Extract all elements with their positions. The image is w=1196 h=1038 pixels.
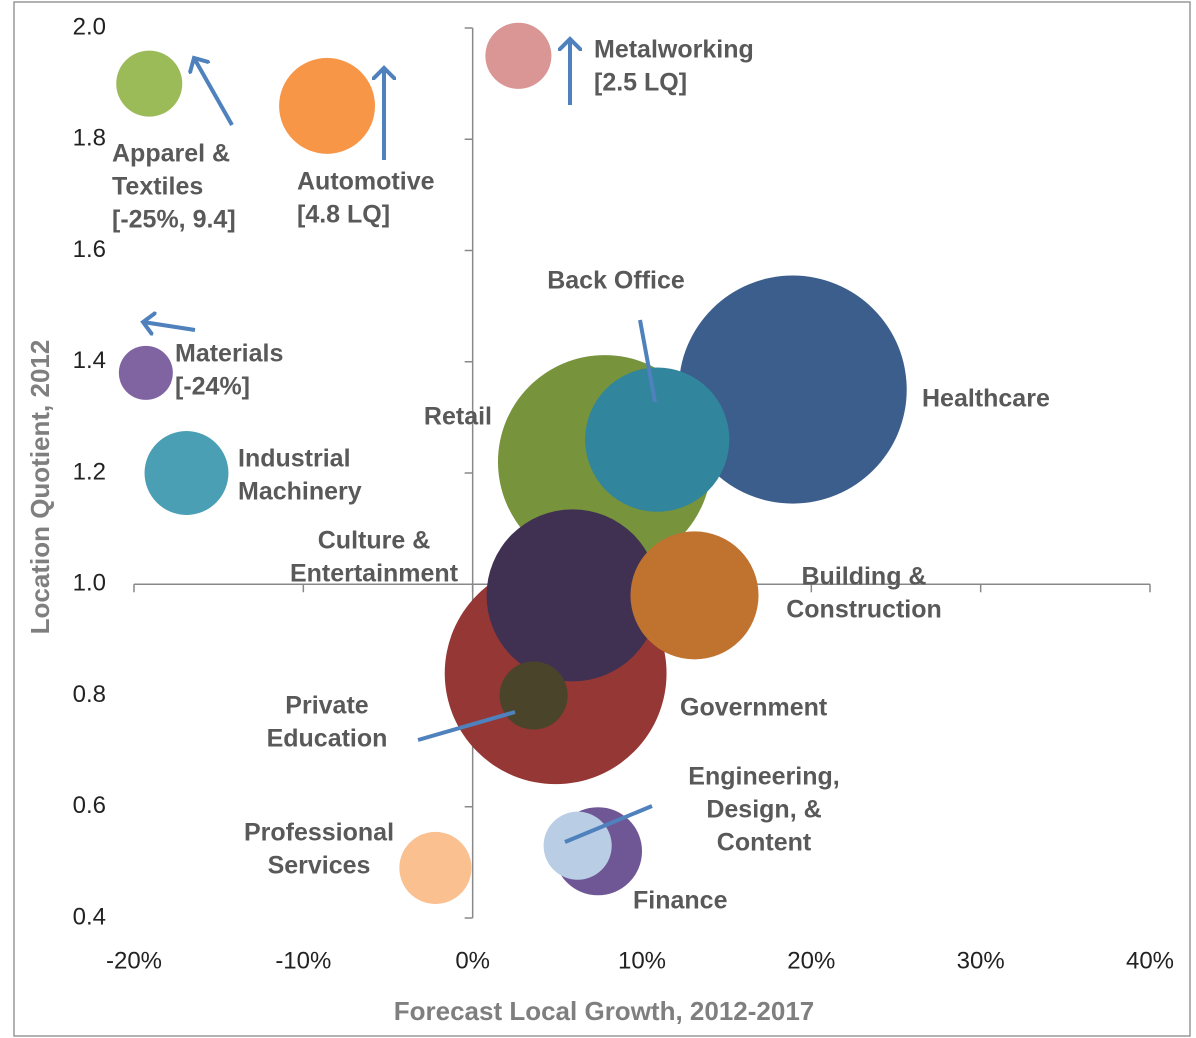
bubble-label: [4.8 LQ] [297, 201, 390, 229]
bubble-label: Culture & [318, 527, 431, 555]
y-tick-label: 1.2 [73, 458, 106, 485]
y-tick-label: 2.0 [73, 13, 106, 40]
leader-line [638, 319, 657, 403]
bubble-label: Construction [786, 596, 942, 624]
bubbles [116, 22, 907, 904]
bubble-label: [-24%] [175, 373, 250, 401]
axes: -20% -10% 0% 10% 20% 30% 40% 0.4 0.6 0.8 1.0 1.2 1.4… [73, 13, 1174, 974]
bubble-label: Professional [244, 819, 394, 847]
bubble-label: Education [267, 725, 388, 753]
bubble-label: [2.5 LQ] [594, 69, 687, 97]
bubble-label: Healthcare [922, 385, 1050, 413]
bubble [630, 531, 759, 660]
bubble [116, 50, 183, 117]
y-tick-label: 0.4 [73, 903, 106, 930]
bubble-label: Finance [633, 887, 728, 915]
bubble-label: Engineering, [688, 763, 839, 791]
arrow [194, 58, 234, 126]
x-tick-label: 30% [957, 947, 1005, 974]
arrow [143, 322, 196, 330]
bubble-label: Back Office [547, 267, 685, 295]
bubble-label: Design, & [706, 796, 821, 824]
bubble [485, 22, 552, 89]
x-tick-label: -10% [275, 947, 331, 974]
bubble-label: Textiles [112, 173, 203, 201]
bubble [585, 367, 730, 512]
bubble [144, 431, 229, 515]
bubble-label: Automotive [297, 168, 435, 196]
arrows [143, 39, 657, 844]
bubble-label: Retail [424, 403, 492, 431]
y-tick-label: 1.8 [73, 125, 106, 152]
bubble-label: Services [268, 852, 371, 880]
bubble [279, 57, 375, 154]
y-axis-label: Location Quotient, 2012 [25, 340, 55, 635]
bubble-label: Metalworking [594, 36, 754, 64]
bubble-label: Industrial [238, 445, 351, 473]
x-tick-label: 0% [455, 947, 490, 974]
x-tick-label: 10% [618, 947, 666, 974]
x-tick-label: 40% [1126, 947, 1174, 974]
bubble-label: Government [680, 694, 828, 722]
y-tick-label: 1.0 [73, 570, 106, 597]
bubble-label: Machinery [238, 478, 362, 506]
bubble [678, 275, 907, 504]
bubble [486, 509, 659, 682]
y-tick-label: 1.6 [73, 236, 106, 263]
bubble [399, 831, 472, 904]
x-tick-label: -20% [106, 947, 162, 974]
bubble [499, 661, 568, 730]
bubble [543, 811, 612, 880]
leader-line [417, 710, 516, 742]
bubble-label: Entertainment [290, 560, 459, 588]
x-tick-label: 20% [787, 947, 835, 974]
frame [13, 1, 1191, 1037]
y-tick-label: 1.4 [73, 347, 106, 374]
y-tick-label: 0.6 [73, 792, 106, 819]
x-axis-label: Forecast Local Growth, 2012-2017 [394, 996, 815, 1026]
labels: Apparel & Textiles [-25%, 9.4] Automotive [4… [112, 36, 1050, 915]
y-tick-label: 0.8 [73, 681, 106, 708]
bubble [118, 345, 173, 400]
bubble-label: Private [285, 692, 368, 720]
bubble-label: Content [717, 829, 812, 857]
leader-line [564, 804, 653, 844]
bubble-label: [-25%, 9.4] [112, 206, 236, 234]
bubble-label: Building & [802, 563, 927, 591]
bubble-label: Materials [175, 340, 283, 368]
bubble-label: Apparel & [112, 140, 230, 168]
